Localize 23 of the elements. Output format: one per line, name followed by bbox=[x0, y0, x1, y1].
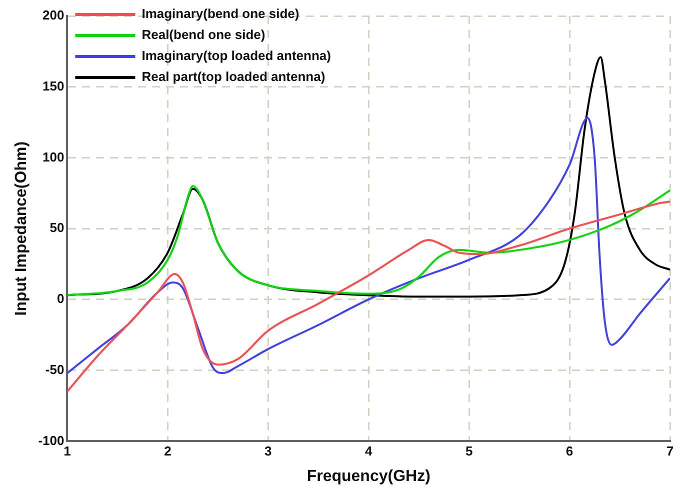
y-tick-label: 0 bbox=[56, 291, 64, 306]
x-tick-label: 7 bbox=[666, 444, 674, 459]
y-tick-label: -50 bbox=[45, 362, 64, 377]
x-tick-label: 6 bbox=[566, 444, 574, 459]
y-tick-label: 200 bbox=[42, 8, 64, 23]
x-tick-label: 3 bbox=[264, 444, 272, 459]
y-tick-label: 150 bbox=[42, 78, 64, 94]
y-tick-label: -100 bbox=[38, 432, 64, 448]
y-tick-label: 50 bbox=[50, 220, 64, 236]
legend-label: Real(bend one side) bbox=[142, 27, 266, 42]
x-tick-label: 2 bbox=[164, 444, 172, 459]
legend-label: Real part(top loaded antenna) bbox=[142, 69, 326, 84]
x-tick-label: 4 bbox=[364, 444, 373, 459]
y-tick-label: 100 bbox=[42, 149, 64, 164]
line-series bbox=[67, 200, 670, 393]
y-axis-title: Input Impedance(Ohm) bbox=[13, 141, 30, 316]
x-tick-label: 1 bbox=[64, 444, 71, 459]
line-series bbox=[67, 185, 670, 296]
line-series bbox=[67, 117, 670, 374]
legend-label: Imaginary(top loaded antenna) bbox=[142, 48, 331, 64]
x-axis-title: Frequency(GHz) bbox=[306, 468, 430, 485]
x-tick-label: 5 bbox=[465, 444, 473, 459]
legend-label: Imaginary(bend one side) bbox=[142, 6, 300, 22]
